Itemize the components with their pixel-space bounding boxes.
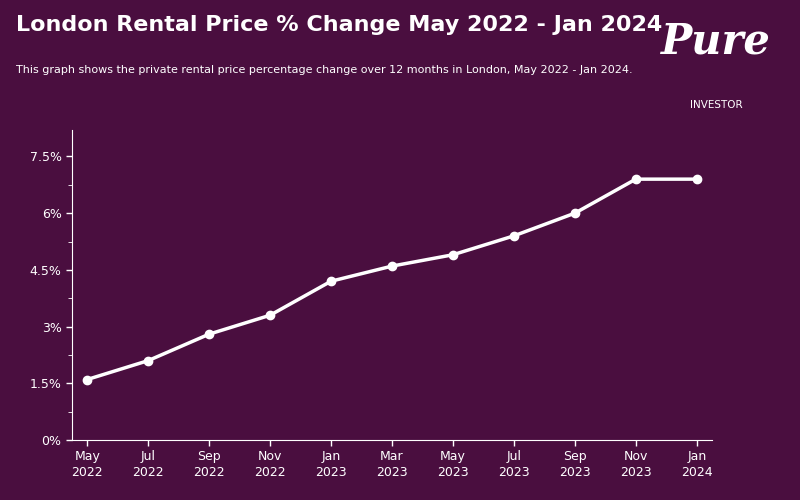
Text: Pure: Pure bbox=[661, 20, 771, 62]
Text: This graph shows the private rental price percentage change over 12 months in Lo: This graph shows the private rental pric… bbox=[16, 65, 633, 75]
Text: London Rental Price % Change May 2022 - Jan 2024: London Rental Price % Change May 2022 - … bbox=[16, 15, 662, 35]
Text: INVESTOR: INVESTOR bbox=[690, 100, 742, 110]
